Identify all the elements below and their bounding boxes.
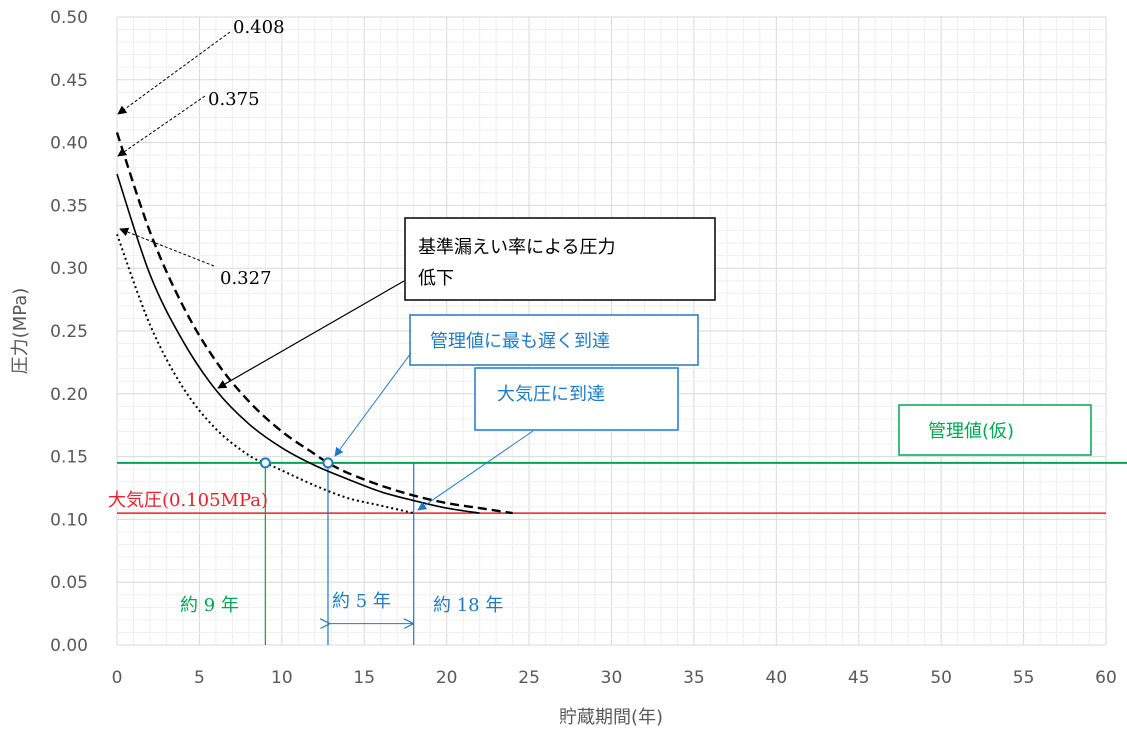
y-tick-label: 0.40 [50,134,88,154]
management-value-box [898,404,1092,456]
callout-leak-rate-arrow [217,280,405,389]
callout-leak-rate-line2: 低下 [418,268,454,289]
y-tick-label: 0.50 [50,8,88,28]
x-tick-label: 40 [766,668,788,688]
callout-atm-reach-text: 大気圧に到達 [497,384,605,405]
x-tick-label: 0 [112,668,123,688]
y-tick-label: 0.00 [50,636,88,656]
series-line-solid [116,173,480,514]
x-tick-label: 50 [930,668,952,688]
x-tick-label: 15 [353,668,375,688]
x-tick-label: 45 [848,668,870,688]
callout-latest-reach-box [409,314,699,366]
value-label-375: 0.375 [208,89,260,110]
y-tick-label: 0.15 [50,448,88,468]
y-tick-labels: 0.00 0.05 0.10 0.15 0.20 0.25 0.30 0.35 0.40 0.45… [50,8,88,656]
arrow-408 [117,31,231,115]
management-value-label: 管理値(仮) [928,421,1014,442]
callout-leak-rate-line1: 基準漏えい率による圧力 [418,237,615,258]
marker-point-0 [259,457,271,469]
label-18-years: 約 18 年 [433,595,503,616]
value-label-408: 0.408 [233,17,285,38]
y-tick-label: 0.25 [50,322,88,342]
marker-point-1 [322,457,334,469]
y-tick-label: 0.30 [50,259,88,279]
x-tick-label: 5 [194,668,205,688]
arrow-327 [119,227,215,267]
series-line-dotted [116,233,414,515]
x-tick-label: 10 [271,668,293,688]
atmospheric-label: 大気圧(0.105MPa) [108,490,268,511]
series-line-dashed [115,132,513,515]
label-5-years: 約 5 年 [332,591,391,612]
arrow-375 [117,95,206,157]
data-markers [259,457,334,469]
y-tick-label: 0.20 [50,385,88,405]
x-tick-label: 20 [436,668,458,688]
value-label-327: 0.327 [220,268,272,289]
x-tick-label: 35 [683,668,705,688]
callout-leak-rate-box [404,217,716,301]
x-tick-label: 60 [1095,668,1117,688]
y-tick-label: 0.35 [50,196,88,216]
data-series [115,132,513,515]
x-tick-label: 30 [601,668,623,688]
label-9-years: 約 9 年 [180,595,239,616]
x-axis-title: 貯蔵期間(年) [559,707,663,728]
callout-latest-reach-text: 管理値に最も遅く到達 [430,331,610,352]
y-tick-label: 0.45 [50,71,88,91]
callout-latest-reach-arrow [334,352,412,457]
x-tick-label: 55 [1013,668,1035,688]
y-tick-label: 0.05 [50,573,88,593]
reference-lines [117,461,1127,514]
x-tick-labels: 0 5 10 15 20 25 30 35 40 45 50 55 60 [112,668,1117,688]
y-tick-label: 0.10 [50,510,88,530]
vertical-marker-lines [264,462,415,645]
x-tick-label: 25 [518,668,540,688]
callout-atm-reach-arrow [417,430,534,511]
callout-atm-reach-box [474,367,679,431]
y-axis-title: 圧力(MPa) [10,288,31,375]
